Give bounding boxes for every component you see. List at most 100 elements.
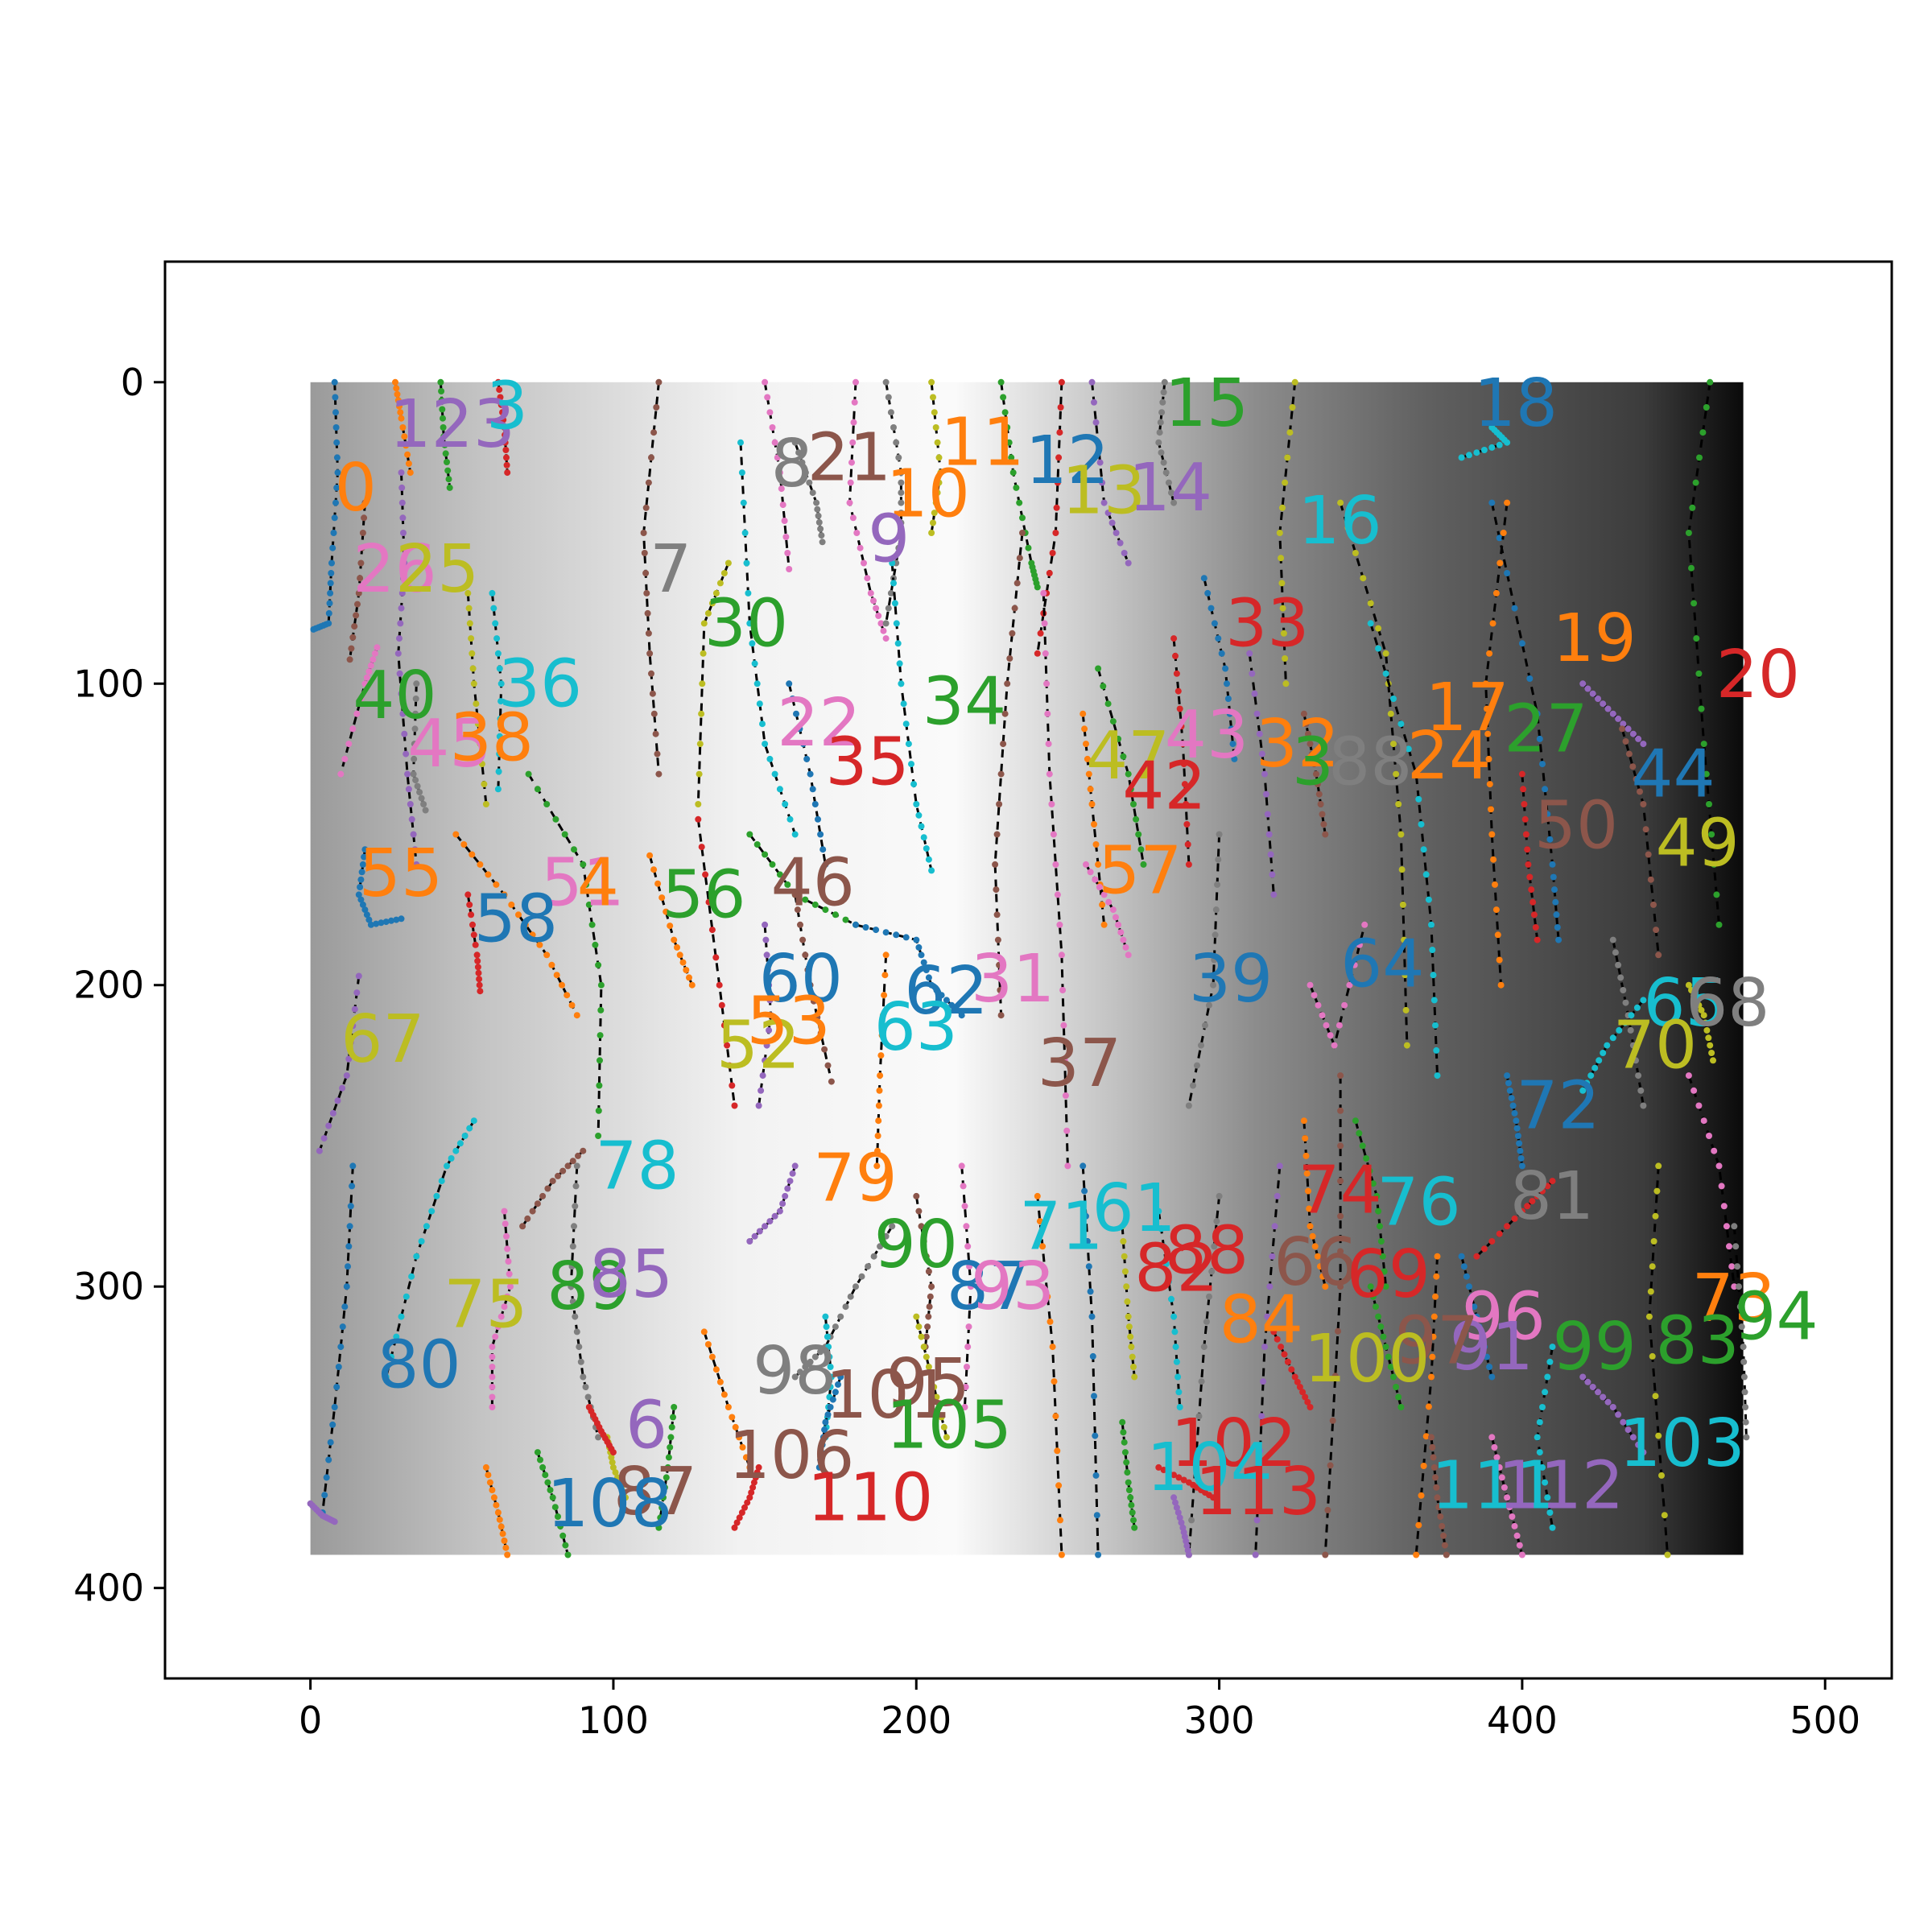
track-point (850, 419, 857, 426)
track-point (489, 1344, 496, 1351)
track-point (1600, 1393, 1607, 1401)
track-point (493, 881, 500, 888)
track-point (334, 469, 341, 477)
track-point (1315, 1001, 1322, 1009)
track-point (1337, 1178, 1344, 1185)
track-point (1215, 856, 1222, 863)
track-point (1080, 710, 1087, 717)
track-point (361, 906, 369, 914)
track-point (643, 589, 650, 597)
track-point (776, 871, 783, 878)
track-point (797, 921, 803, 928)
track-point (1699, 429, 1707, 436)
track-point (357, 884, 364, 890)
track-point (902, 934, 910, 941)
track-point (746, 1463, 753, 1471)
track-point (1544, 1183, 1551, 1190)
track-id-label: 36 (498, 646, 582, 722)
track-64 (1252, 1162, 1283, 1558)
track-83 (1155, 1463, 1217, 1501)
track-point (746, 620, 753, 627)
track-point (1736, 1303, 1744, 1311)
track-point (1647, 876, 1654, 883)
track-point (1084, 1238, 1091, 1245)
track-id-label: 56 (662, 857, 745, 933)
track-82 (1119, 1418, 1138, 1531)
track-32 (997, 378, 1041, 591)
track-point (1435, 1504, 1443, 1511)
track-point (460, 841, 468, 848)
track-point (439, 406, 446, 413)
track-point (961, 1203, 968, 1210)
track-point (1054, 891, 1061, 898)
track-point (898, 510, 905, 517)
track-point (1311, 761, 1318, 768)
track-point (1649, 1263, 1656, 1270)
track-point (1100, 891, 1108, 898)
track-point (547, 1487, 554, 1493)
track-point (1695, 670, 1703, 677)
track-point (504, 469, 511, 477)
track-point (1173, 670, 1180, 677)
track-point (1715, 1162, 1723, 1170)
track-point (534, 1449, 541, 1456)
track-point (895, 544, 902, 551)
track-point (1253, 1517, 1261, 1524)
track-point (1125, 1323, 1133, 1331)
track-point (398, 690, 405, 697)
track-point (1552, 898, 1559, 906)
track-id-label: 15 (1165, 365, 1249, 442)
track-point (1637, 788, 1643, 795)
track-point (1229, 741, 1236, 748)
track-point (1393, 1384, 1400, 1390)
track-point (1302, 720, 1310, 728)
track-point (1615, 961, 1622, 968)
track-point (1331, 1042, 1338, 1049)
track-point (1195, 1413, 1203, 1420)
track-point (595, 1133, 602, 1139)
track-point (408, 815, 415, 823)
track-point (997, 770, 1005, 778)
track-point (355, 972, 362, 980)
track-point (1009, 630, 1016, 637)
track-point (394, 397, 402, 404)
track-point (887, 409, 894, 416)
track-point (1036, 1218, 1043, 1225)
track-point (877, 1243, 884, 1250)
track-point (1736, 1283, 1742, 1290)
track-point (658, 894, 666, 902)
track-point (1615, 1411, 1622, 1418)
track-65 (1322, 1072, 1344, 1558)
track-point (1488, 1434, 1496, 1441)
track-point (1377, 1323, 1385, 1331)
track-point (641, 550, 648, 556)
track-point (496, 750, 503, 758)
track-point (814, 506, 821, 513)
track-point (1402, 1006, 1410, 1013)
x-tick-label: 0 (299, 1699, 322, 1742)
track-point (1723, 1223, 1730, 1230)
track-point (898, 489, 905, 497)
track-point (1216, 831, 1223, 838)
track-point (490, 605, 497, 612)
track-point (935, 454, 943, 461)
track-point (811, 1353, 819, 1360)
track-point (1428, 1373, 1435, 1381)
track-point (1536, 1449, 1543, 1456)
track-point (822, 906, 829, 914)
track-point (1629, 730, 1637, 737)
track-point (1309, 1232, 1316, 1240)
track-point (1652, 1393, 1659, 1400)
track-101 (482, 1463, 511, 1558)
track-point (737, 439, 744, 446)
track-point (1041, 620, 1048, 627)
track-point (349, 634, 357, 641)
track-80 (1080, 1162, 1102, 1558)
track-31 (873, 952, 890, 1170)
track-point (809, 489, 816, 497)
track-point (1206, 1293, 1212, 1300)
track-point (1203, 1318, 1210, 1325)
track-point (882, 1232, 890, 1240)
track-point (815, 1463, 823, 1471)
track-point (953, 1006, 960, 1013)
